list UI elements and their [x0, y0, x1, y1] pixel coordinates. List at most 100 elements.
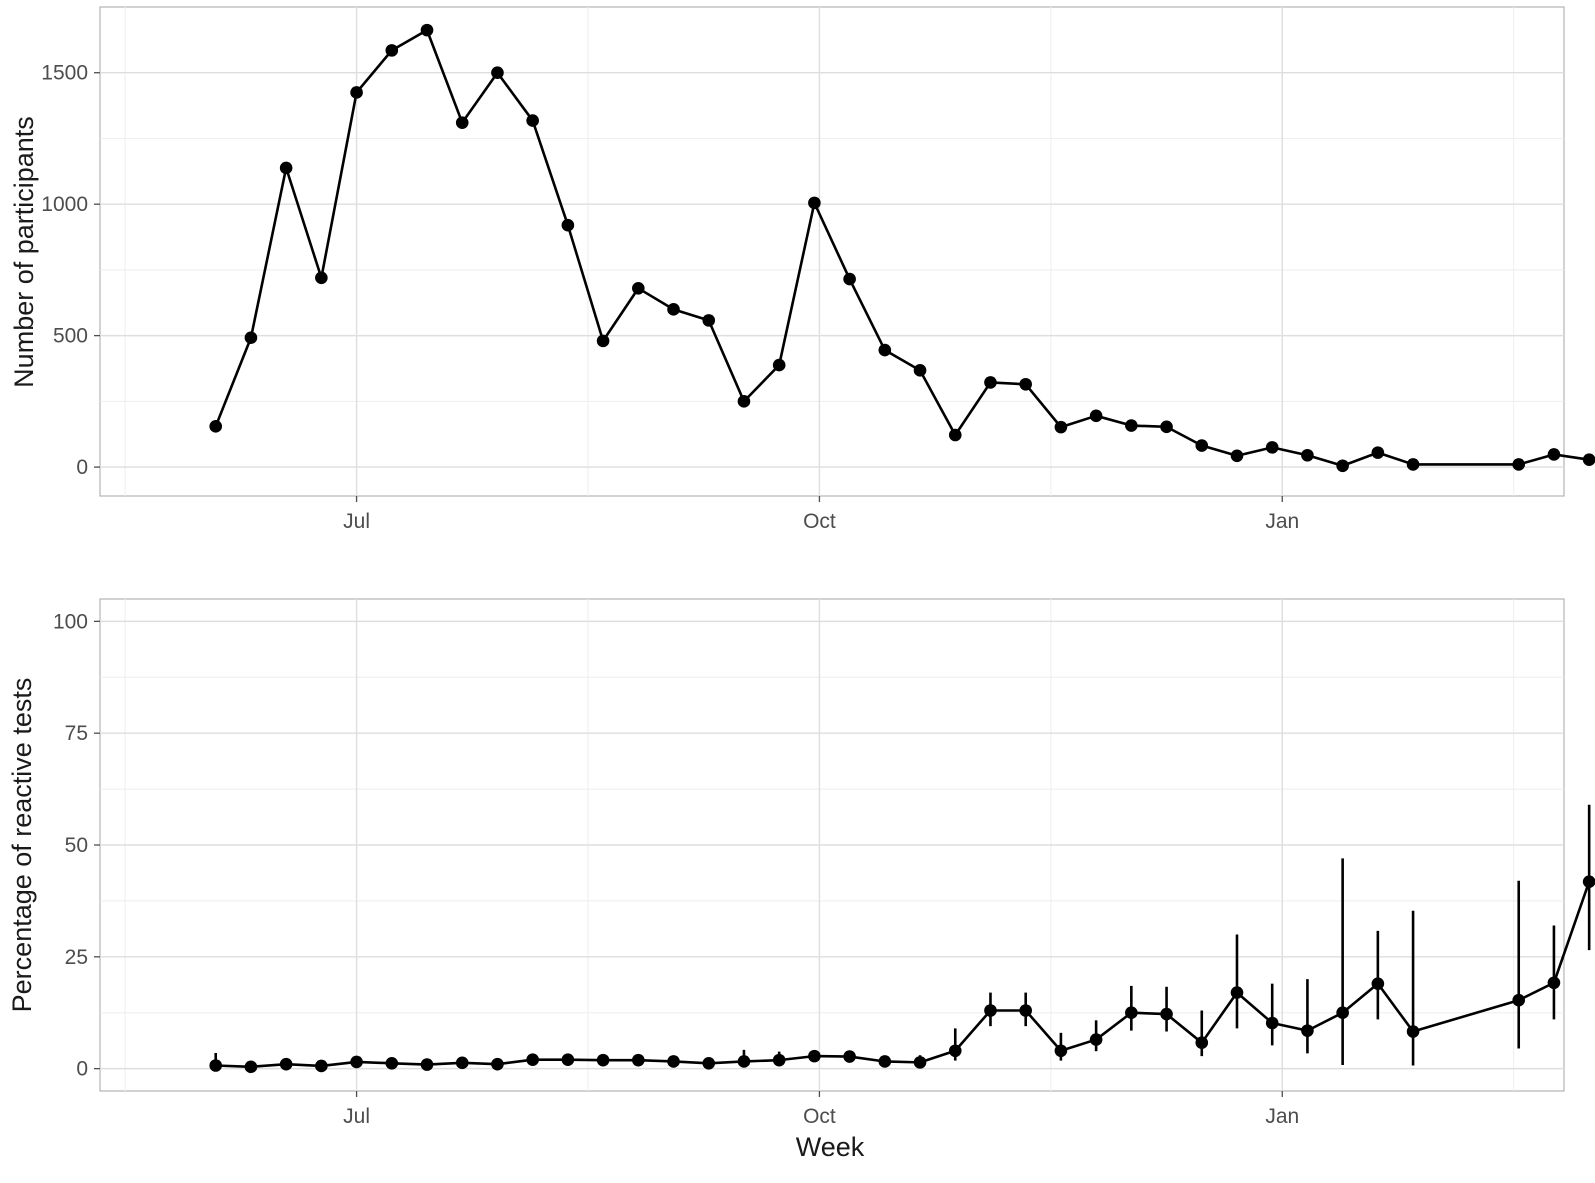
participants-data-point	[209, 420, 223, 433]
participants-data-point	[1160, 420, 1173, 434]
reactive-tests-data-point	[702, 1056, 716, 1070]
x-axis-title: Week	[796, 1132, 865, 1162]
reactive-tests-data-point	[526, 1053, 539, 1066]
participants-data-point	[808, 196, 821, 210]
reactive-tests-data-point	[1301, 1024, 1314, 1037]
reactive-tests-data-point	[385, 1056, 399, 1070]
reactive-tests-panel: 0 25 50 75 100 Jul Oct Jan Percentage of react…	[7, 598, 1595, 1162]
reactive-tests-data-point	[455, 1056, 469, 1070]
participants-data-point	[1547, 448, 1561, 461]
participants-data-point	[702, 314, 716, 327]
participants-data-point	[1406, 458, 1420, 471]
reactive-tests-data-point	[244, 1060, 258, 1074]
reactive-tests-data-point	[808, 1049, 821, 1063]
participants-data-point	[561, 218, 575, 232]
participants-data-point	[350, 86, 363, 99]
participants-data-point	[632, 282, 645, 295]
x-tick-label: Jan	[1265, 1105, 1299, 1128]
participants-y-axis: 0 500 1000 1500	[41, 62, 100, 479]
reactive-tests-data-point	[596, 1053, 610, 1067]
participants-data-point	[878, 343, 892, 357]
participants-panel-background	[99, 6, 1565, 497]
participants-data-point	[1336, 459, 1349, 473]
reactive-tests-data-point	[279, 1057, 293, 1071]
reactive-tests-data-point	[1019, 1004, 1032, 1017]
reactive-tests-gridlines	[100, 599, 1564, 1091]
participants-data-point	[1512, 458, 1526, 471]
reactive-tests-series	[209, 804, 1595, 1074]
participants-data-point	[772, 358, 786, 372]
participants-data-point	[1054, 420, 1068, 434]
reactive-tests-data-point	[667, 1055, 680, 1068]
reactive-tests-data-point	[1195, 1036, 1209, 1049]
reactive-tests-y-axis-title: Percentage of reactive tests	[7, 678, 37, 1013]
reactive-tests-data-point	[315, 1059, 328, 1073]
x-tick-label: Oct	[803, 510, 836, 533]
reactive-tests-data-point	[561, 1053, 575, 1066]
y-tick-label: 0	[76, 1058, 88, 1081]
reactive-tests-x-axis: Jul Oct Jan	[343, 1091, 1299, 1128]
participants-gridlines	[100, 7, 1564, 496]
participants-data-point	[913, 364, 927, 377]
participants-data-point	[279, 161, 293, 175]
reactive-tests-data-point	[209, 1059, 223, 1072]
x-tick-label: Jul	[343, 510, 370, 533]
reactive-tests-data-point	[420, 1058, 434, 1071]
participants-data-point	[244, 331, 258, 345]
reactive-tests-data-point	[913, 1056, 927, 1069]
participants-data-point	[596, 334, 610, 348]
y-tick-label: 500	[53, 325, 88, 348]
participants-data-point	[455, 116, 469, 129]
reactive-tests-data-point	[843, 1050, 856, 1063]
participants-data-point	[843, 272, 856, 286]
participants-data-point	[1301, 448, 1314, 462]
participants-data-point	[984, 376, 997, 389]
y-tick-label: 100	[53, 610, 88, 633]
y-tick-label: 1500	[41, 62, 88, 85]
participants-panel: 0 500 1000 1500 Jul Oct Jan Number of partici…	[9, 6, 1595, 533]
participants-y-axis-title: Number of participants	[9, 116, 39, 388]
reactive-tests-data-point	[632, 1053, 645, 1067]
reactive-tests-data-point	[1512, 993, 1526, 1007]
reactive-tests-data-point	[984, 1004, 997, 1017]
participants-data-point	[1089, 409, 1103, 423]
reactive-tests-data-point	[737, 1055, 751, 1068]
reactive-tests-data-point	[1230, 986, 1244, 999]
participants-data-point	[1582, 453, 1595, 467]
reactive-tests-data-point	[948, 1044, 962, 1058]
reactive-tests-data-point	[350, 1055, 363, 1069]
y-tick-label: 25	[65, 946, 88, 969]
participants-data-point	[526, 114, 539, 127]
x-tick-label: Jul	[343, 1105, 370, 1128]
participants-data-point	[315, 271, 328, 285]
participants-data-point	[1265, 441, 1279, 454]
reactive-tests-data-point	[878, 1055, 892, 1068]
y-tick-label: 1000	[41, 193, 88, 216]
reactive-tests-data-point	[1371, 977, 1385, 990]
participants-x-axis: Jul Oct Jan	[343, 496, 1299, 533]
participants-data-point	[385, 44, 399, 57]
participants-data-point	[1195, 439, 1209, 452]
participants-series	[209, 23, 1595, 473]
reactive-tests-data-point	[1089, 1033, 1103, 1046]
participants-data-point	[1019, 377, 1032, 391]
x-tick-label: Jan	[1265, 510, 1299, 533]
reactive-tests-data-point	[1265, 1016, 1279, 1030]
participants-data-point	[491, 66, 504, 80]
participants-data-point	[1371, 446, 1385, 459]
reactive-tests-data-point	[1406, 1025, 1420, 1038]
reactive-tests-data-point	[1336, 1006, 1349, 1020]
participants-data-point	[1125, 419, 1138, 432]
reactive-tests-data-point	[772, 1053, 786, 1067]
participants-data-point	[737, 395, 751, 408]
reactive-tests-y-axis: 0 25 50 75 100	[53, 610, 100, 1081]
reactive-tests-data-point	[1160, 1007, 1173, 1021]
participants-data-point	[420, 23, 434, 37]
reactive-tests-data-point	[1582, 875, 1595, 888]
y-tick-label: 75	[65, 722, 88, 745]
reactive-tests-data-point	[1547, 976, 1561, 990]
y-tick-label: 50	[65, 834, 88, 857]
participants-data-point	[948, 428, 962, 442]
reactive-tests-data-point	[491, 1057, 504, 1071]
